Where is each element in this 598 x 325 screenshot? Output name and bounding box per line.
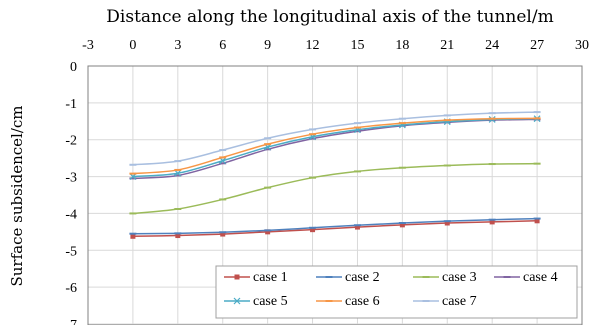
legend: case 1 case 2 case 3 case 4 case 5 case 6 case… — [215, 265, 578, 319]
legend-item: case 4 — [494, 270, 558, 285]
x-tick-label: 18 — [395, 38, 409, 53]
x-tick-label: 15 — [350, 38, 364, 53]
legend-item: case 7 — [413, 294, 477, 309]
y-tick-label: -2 — [65, 134, 77, 149]
x-tick-label: -3 — [82, 38, 94, 53]
data-point — [175, 233, 181, 239]
data-point — [130, 233, 136, 239]
x-tick-label: 21 — [440, 38, 454, 53]
legend-item: case 6 — [316, 294, 380, 309]
data-point — [489, 219, 495, 225]
x-tick-label: 6 — [219, 38, 226, 53]
series-7 — [129, 111, 541, 166]
series-line — [132, 217, 538, 235]
legend-marker — [233, 297, 241, 305]
data-point — [220, 231, 226, 237]
series-6 — [129, 117, 541, 175]
x-tick-label: 0 — [129, 38, 136, 53]
legend-label: case 7 — [442, 294, 477, 309]
legend-label: case 6 — [345, 294, 380, 309]
x-tick-label: 9 — [264, 38, 271, 53]
legend-box — [215, 265, 578, 319]
legend-label: case 3 — [442, 270, 477, 285]
y-tick-label: -7 — [65, 318, 77, 325]
data-point — [174, 169, 182, 177]
legend-item: case 3 — [413, 270, 477, 285]
y-tick-label: -1 — [65, 97, 77, 112]
legend-item: case 1 — [224, 270, 288, 285]
series-line — [132, 117, 538, 178]
x-tick-label: 30 — [575, 38, 589, 53]
legend-label: case 1 — [253, 270, 288, 285]
x-tick-label: 24 — [485, 38, 499, 53]
y-tick-label: 0 — [70, 60, 77, 75]
data-point — [310, 227, 316, 233]
data-point — [354, 224, 360, 230]
series-2 — [129, 217, 541, 235]
data-point — [534, 218, 540, 224]
series-line — [132, 111, 538, 166]
series-line — [132, 162, 538, 215]
x-tick-label: 3 — [174, 38, 181, 53]
y-tick-label: -5 — [65, 244, 77, 259]
data-point — [444, 220, 450, 226]
series-line — [132, 117, 538, 175]
x-tick-label: 27 — [530, 38, 544, 53]
x-tick-label: 12 — [306, 38, 320, 53]
legend-item: case 5 — [224, 294, 288, 309]
series-line — [132, 220, 538, 238]
series-layer — [129, 111, 541, 239]
legend-item: case 2 — [316, 270, 380, 285]
legend-marker — [234, 274, 240, 280]
legend-label: case 2 — [345, 270, 380, 285]
y-tick-label: -3 — [65, 171, 77, 186]
y-tick-label: -6 — [65, 281, 77, 296]
y-tick-label: -4 — [65, 207, 77, 222]
legend-label: case 4 — [523, 270, 558, 285]
data-point — [265, 229, 271, 235]
y-axis-label: Surface subsidencel/cm — [8, 106, 26, 287]
legend-label: case 5 — [253, 294, 288, 309]
data-point — [399, 222, 405, 228]
chart-title: Distance along the longitudinal axis of … — [106, 7, 553, 27]
series-3 — [129, 162, 541, 215]
y-axis-ticks: 0 -1 -2 -3 -4 -5 -6 -7 — [65, 60, 77, 325]
series-1 — [130, 218, 540, 239]
x-axis-ticks: -3 0 3 6 9 12 15 18 21 24 27 30 — [82, 38, 589, 53]
plot-area-frame — [87, 65, 583, 325]
